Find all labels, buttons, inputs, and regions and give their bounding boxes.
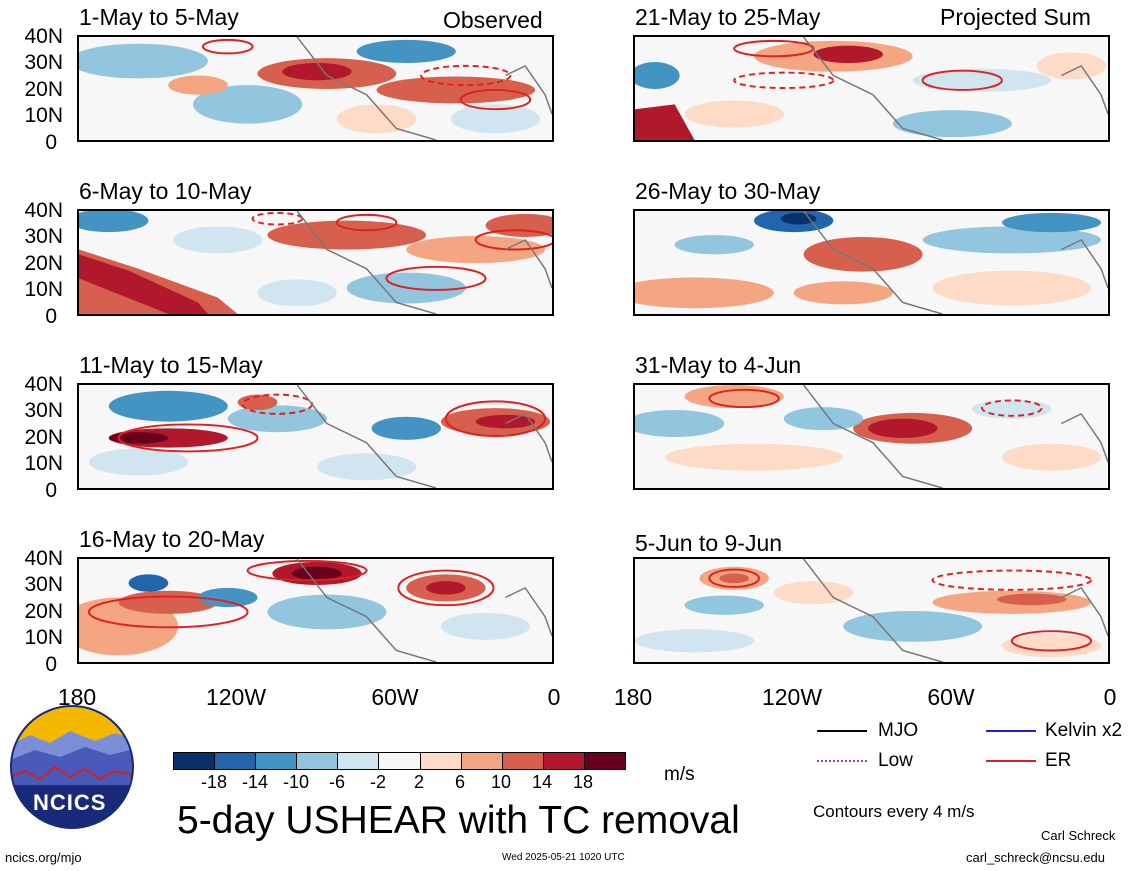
lat-label: 0	[45, 653, 57, 676]
lon-label: 120W	[205, 684, 267, 710]
lon-label: 120W	[761, 684, 823, 710]
colorbar-tick: 2	[413, 772, 424, 792]
lon-label: 180	[57, 684, 97, 710]
ncics-logo	[10, 705, 134, 829]
footer-url: ncics.org/mjo	[5, 850, 82, 865]
colorbar-tick: 6	[454, 772, 465, 792]
lon-label: 0	[547, 684, 561, 710]
colorbar-tick: -18	[200, 772, 227, 792]
lat-label: 0	[45, 131, 57, 154]
panel-title-right-1: 21-May to 25-May	[635, 4, 821, 30]
colorbar-swatch	[542, 753, 584, 769]
lat-label: 40N	[24, 547, 63, 570]
footer-author: Carl Schreck	[1041, 828, 1116, 843]
observed-label: Observed	[443, 7, 543, 33]
colorbar-swatch	[255, 753, 297, 769]
lat-label: 20N	[24, 600, 63, 623]
colorbar-swatch	[419, 753, 461, 769]
map-panel-right-2	[633, 209, 1110, 316]
colorbar-tick: -10	[282, 772, 309, 792]
lon-label: 60W	[927, 684, 975, 710]
lat-label: 0	[45, 479, 57, 502]
lat-label: 30N	[24, 225, 63, 248]
colorbar-swatch	[501, 753, 543, 769]
lon-label: 180	[613, 684, 653, 710]
panel-title-left-4: 16-May to 20-May	[79, 526, 265, 552]
panel-title-right-2: 26-May to 30-May	[635, 178, 821, 204]
lat-label: 40N	[24, 373, 63, 396]
map-panel-right-3	[633, 383, 1110, 490]
map-panel-left-1	[77, 35, 554, 142]
colorbar-swatch	[460, 753, 502, 769]
legend-low-label: Low	[878, 750, 913, 771]
colorbar-swatch	[583, 753, 626, 769]
panel-title-right-3: 31-May to 4-Jun	[635, 352, 802, 378]
colorbar-tick: -6	[328, 772, 345, 792]
lat-label: 0	[45, 305, 57, 328]
legend-mjo-line	[817, 730, 867, 732]
footer-email: carl_schreck@ncsu.edu	[966, 850, 1105, 865]
legend-kelvin-label: Kelvin x2	[1045, 720, 1123, 741]
logo-text: NCICS	[33, 790, 107, 815]
panel-title-right-4: 5-Jun to 9-Jun	[635, 530, 783, 556]
map-panel-right-1	[633, 35, 1110, 142]
panel-title-left-2: 6-May to 10-May	[79, 178, 252, 204]
contours-note: Contours every 4 m/s	[813, 802, 975, 821]
lat-label: 10N	[24, 278, 63, 301]
lon-label: 0	[1103, 684, 1117, 710]
colorbar-swatch	[174, 753, 215, 769]
map-panel-left-4	[77, 557, 554, 664]
lat-label: 20N	[24, 78, 63, 101]
colorbar-swatch	[378, 753, 420, 769]
colorbar-units: m/s	[664, 764, 695, 785]
map-panel-left-3	[77, 383, 554, 490]
colorbar-tick: 14	[531, 772, 553, 792]
footer-timestamp: Wed 2025-05-21 1020 UTC	[502, 852, 625, 863]
legend-er-label: ER	[1045, 750, 1072, 771]
lat-label: 10N	[24, 626, 63, 649]
lat-label: 10N	[24, 452, 63, 475]
map-panel-right-4	[633, 557, 1110, 664]
lat-label: 30N	[24, 51, 63, 74]
lon-label: 60W	[371, 684, 419, 710]
legend-kelvin-line	[986, 730, 1036, 732]
projected-sum-label: Projected Sum	[940, 4, 1091, 30]
colorbar-swatch	[337, 753, 379, 769]
panel-title-left-3: 11-May to 15-May	[79, 352, 263, 378]
panel-title-left-1: 1-May to 5-May	[79, 4, 239, 30]
lat-label: 30N	[24, 573, 63, 596]
colorbar-swatch	[296, 753, 338, 769]
main-title: 5-day USHEAR with TC removal	[177, 799, 740, 842]
map-panel-left-2	[77, 209, 554, 316]
legend-er-line	[986, 760, 1036, 762]
colorbar-tick: -14	[241, 772, 268, 792]
colorbar-swatch	[214, 753, 256, 769]
lat-label: 20N	[24, 426, 63, 449]
legend-mjo-label: MJO	[878, 720, 919, 741]
lat-label: 20N	[24, 252, 63, 275]
lat-label: 40N	[24, 25, 63, 48]
colorbar-tick: 10	[490, 772, 512, 792]
colorbar	[173, 752, 626, 770]
colorbar-tick: -2	[369, 772, 386, 792]
lat-label: 30N	[24, 399, 63, 422]
colorbar-tick: 18	[572, 772, 594, 792]
lat-label: 40N	[24, 199, 63, 222]
lat-label: 10N	[24, 104, 63, 127]
legend-low-line	[817, 760, 867, 762]
